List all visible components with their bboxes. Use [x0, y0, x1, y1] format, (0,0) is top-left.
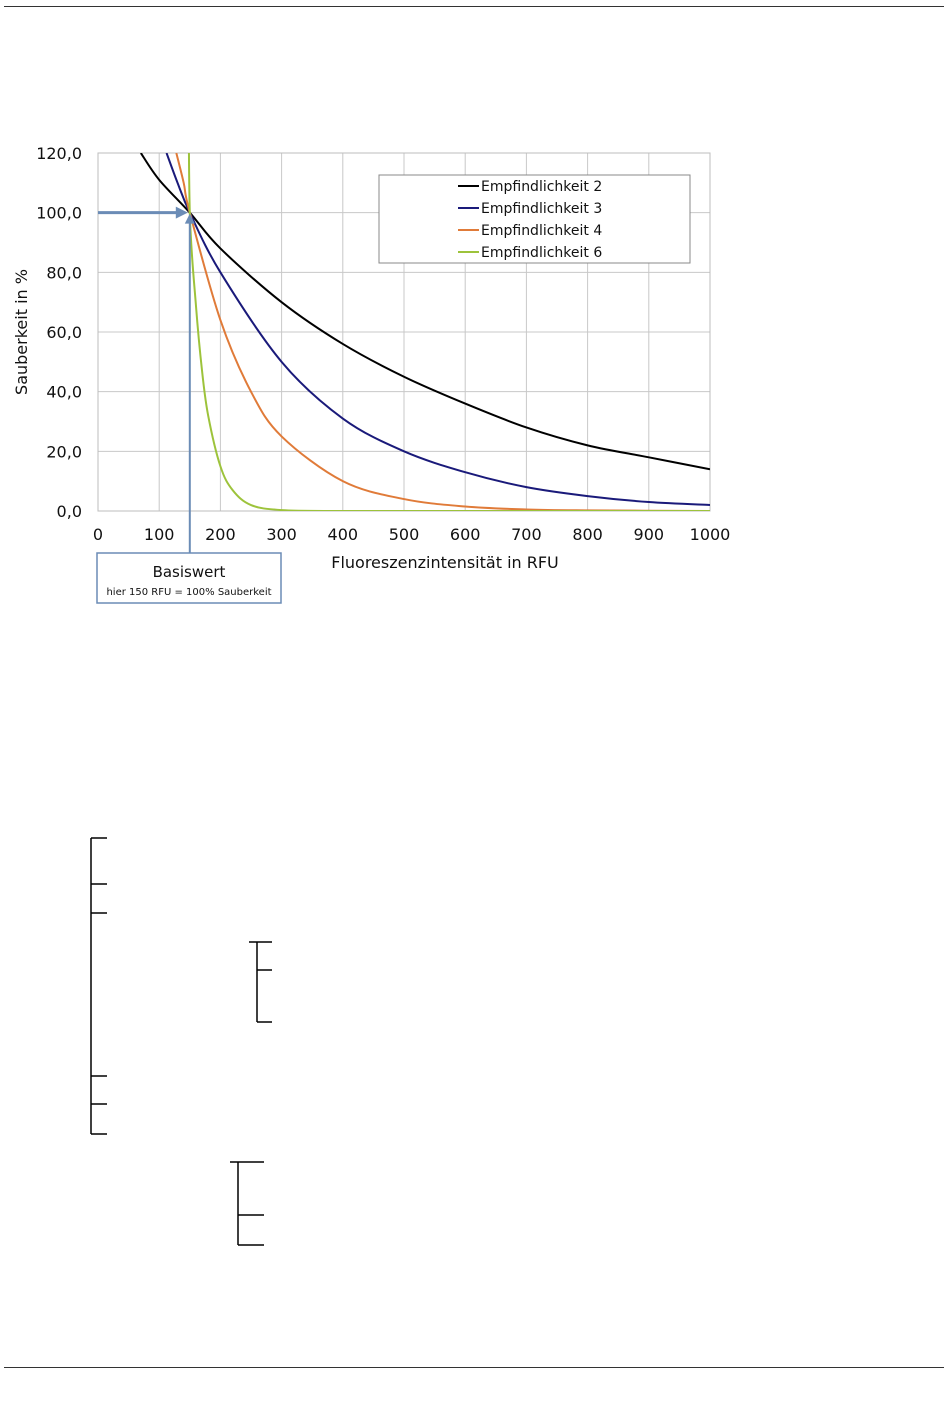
annotation-arrow-head	[175, 206, 188, 219]
x-tick-labels: 0 100 200 300 400 500 600 700 800 900 1000	[93, 525, 730, 544]
bracket-line	[230, 1161, 264, 1246]
y-tick-label: 0,0	[57, 502, 82, 521]
chart-annotation: Basiswert hier 150 RFU = 100% Sauberkeit	[96, 206, 282, 604]
x-tick-label: 500	[389, 525, 420, 544]
y-tick-label: 120,0	[36, 144, 82, 163]
x-tick-label: 600	[450, 525, 481, 544]
annotation-box	[96, 552, 282, 604]
bracket-line	[249, 941, 272, 1023]
y-tick-label: 20,0	[46, 442, 82, 461]
y-tick-label: 40,0	[46, 383, 82, 402]
series-line-4	[187, 153, 710, 511]
x-tick-label: 800	[572, 525, 603, 544]
x-tick-label: 400	[328, 525, 359, 544]
chart-legend: Empfindlichkeit 2 Empfindlichkeit 3 Empfin…	[378, 174, 691, 264]
x-tick-label: 300	[266, 525, 297, 544]
legend-box	[378, 174, 691, 264]
x-tick-label: 100	[144, 525, 175, 544]
y-tick-label: 80,0	[46, 263, 82, 282]
x-tick-label: 900	[634, 525, 665, 544]
annotation-title: Basiswert	[153, 563, 226, 581]
legend-label-1: Empfindlichkeit 2	[481, 179, 602, 195]
annotation-text: hier 150 RFU = 100% Sauberkeit	[106, 587, 271, 598]
bottom-rule	[4, 1367, 944, 1368]
legend-label-2: Empfindlichkeit 3	[481, 201, 602, 217]
y-tick-label: 60,0	[46, 323, 82, 342]
annotation-arrow-head-up	[184, 213, 195, 224]
y-tick-labels: 0,0 20,0 40,0 60,0 80,0 100,0 120,0	[36, 144, 82, 521]
x-axis-title: Fluoreszenzintensität in RFU	[331, 553, 559, 572]
bracket-line	[90, 837, 107, 1135]
x-tick-label: 700	[511, 525, 542, 544]
top-rule	[4, 6, 944, 7]
y-axis-title: Sauberkeit in %	[12, 269, 31, 395]
x-tick-label: 1000	[690, 525, 731, 544]
legend-label-4: Empfindlichkeit 6	[481, 245, 602, 261]
y-tick-label: 100,0	[36, 204, 82, 223]
x-tick-label: 200	[205, 525, 236, 544]
x-tick-label: 0	[93, 525, 103, 544]
legend-label-3: Empfindlichkeit 4	[481, 223, 602, 239]
chart-curves	[140, 153, 710, 511]
